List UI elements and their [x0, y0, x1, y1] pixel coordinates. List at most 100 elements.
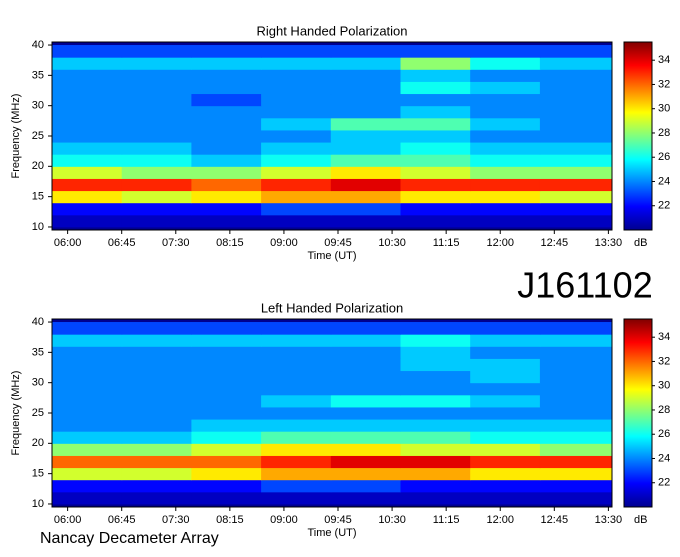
cell	[52, 322, 123, 335]
cell	[330, 370, 401, 384]
cell	[52, 334, 123, 347]
cell	[261, 346, 332, 359]
cell	[121, 45, 192, 58]
cell	[121, 142, 192, 155]
cell	[400, 322, 471, 335]
cell	[191, 45, 262, 58]
cell	[52, 419, 123, 432]
cell	[121, 178, 192, 192]
cell	[191, 382, 262, 396]
cell	[121, 190, 192, 204]
cell	[52, 358, 123, 372]
cell	[261, 370, 332, 384]
colorbar-tick-label: 30	[658, 103, 670, 115]
cell	[330, 202, 401, 216]
cell	[330, 178, 401, 192]
cell	[400, 443, 471, 456]
cell	[470, 93, 541, 107]
cell	[470, 370, 541, 384]
cell	[400, 382, 471, 396]
cell	[191, 443, 262, 456]
cell	[470, 166, 541, 179]
cell	[539, 346, 613, 359]
cell	[400, 69, 471, 82]
cell	[52, 154, 123, 167]
y-tick-label: 40	[32, 316, 44, 328]
cell	[470, 455, 541, 469]
cell	[470, 467, 541, 481]
cell	[330, 117, 401, 131]
cell	[52, 479, 123, 493]
cell	[330, 358, 401, 372]
y-tick-label: 15	[32, 468, 44, 480]
y-tick-label: 20	[32, 437, 44, 449]
cell	[121, 81, 192, 95]
cell	[470, 81, 541, 95]
cell	[121, 455, 192, 469]
cell	[191, 334, 262, 347]
x-tick-label: 09:00	[270, 514, 298, 526]
cell	[470, 443, 541, 456]
cell	[191, 57, 262, 70]
x-tick-label: 08:15	[216, 514, 244, 526]
cell	[191, 346, 262, 359]
cell	[121, 431, 192, 444]
cell	[470, 491, 541, 505]
cell	[191, 370, 262, 384]
cell	[400, 394, 471, 408]
cell	[539, 431, 613, 444]
cell	[52, 443, 123, 456]
cell	[52, 370, 123, 384]
cell	[261, 394, 332, 408]
cell	[400, 358, 471, 372]
observation-id: J161102	[517, 265, 652, 306]
cell	[400, 45, 471, 58]
cell	[191, 479, 262, 493]
x-axis-label: Time (UT)	[307, 527, 356, 539]
cell	[261, 455, 332, 469]
x-tick-label: 06:45	[108, 237, 136, 249]
cell	[470, 129, 541, 143]
cell	[400, 479, 471, 493]
cell	[191, 491, 262, 505]
cell	[52, 431, 123, 444]
cell	[261, 322, 332, 335]
cell	[52, 57, 123, 70]
cell	[52, 93, 123, 107]
cell	[330, 322, 401, 335]
cell	[52, 129, 123, 143]
cell	[470, 190, 541, 204]
cell	[261, 467, 332, 481]
cell	[191, 394, 262, 408]
cell	[539, 358, 613, 372]
cell	[330, 166, 401, 179]
cell	[539, 202, 613, 216]
x-tick-label: 10:30	[378, 237, 406, 249]
cell	[52, 394, 123, 408]
cell	[400, 491, 471, 505]
cell	[400, 117, 471, 131]
cell	[400, 431, 471, 444]
y-tick-label: 25	[32, 407, 44, 419]
cell	[52, 45, 123, 58]
cell	[539, 117, 613, 131]
cell	[121, 443, 192, 456]
colorbar-tick-label: 28	[658, 127, 670, 139]
cell	[470, 154, 541, 167]
x-axis-label: Time (UT)	[307, 250, 356, 262]
cell	[400, 57, 471, 70]
x-tick-label: 09:45	[324, 514, 352, 526]
cell	[470, 202, 541, 216]
cell	[191, 214, 262, 228]
cell	[400, 154, 471, 167]
cell	[261, 69, 332, 82]
cell	[52, 202, 123, 216]
cell	[400, 178, 471, 192]
cell	[330, 346, 401, 359]
y-tick-label: 25	[32, 130, 44, 142]
cell	[330, 93, 401, 107]
cell	[400, 370, 471, 384]
cell	[121, 370, 192, 384]
colorbar-tick-label: 24	[658, 175, 670, 187]
